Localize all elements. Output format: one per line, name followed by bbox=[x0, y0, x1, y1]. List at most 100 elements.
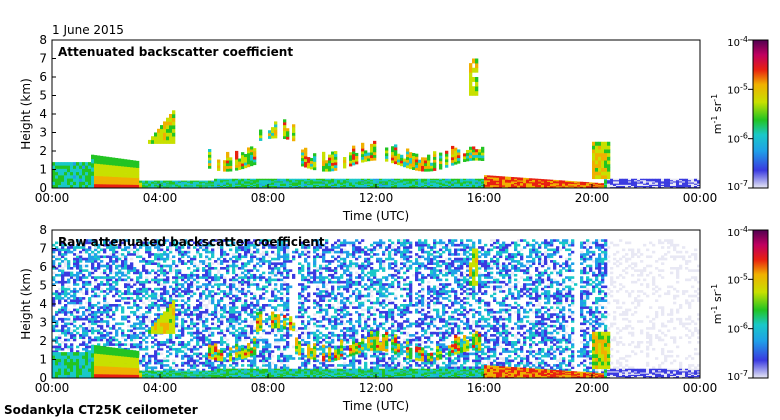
backscatter-cell bbox=[250, 178, 254, 181]
backscatter-cell bbox=[187, 331, 191, 335]
backscatter-cell bbox=[166, 315, 170, 320]
backscatter-cell bbox=[196, 182, 200, 184]
backscatter-cell bbox=[85, 283, 89, 286]
backscatter-cell bbox=[103, 241, 107, 245]
backscatter-cell bbox=[148, 287, 152, 291]
backscatter-cell bbox=[121, 267, 125, 270]
backscatter-cell bbox=[499, 185, 503, 187]
backscatter-cell bbox=[214, 369, 218, 372]
backscatter-cell bbox=[118, 278, 122, 282]
backscatter-cell bbox=[82, 358, 86, 363]
backscatter-cell bbox=[202, 364, 206, 367]
backscatter-cell bbox=[526, 184, 530, 186]
backscatter-cell bbox=[118, 352, 122, 357]
backscatter-cell bbox=[64, 280, 68, 284]
backscatter-cell bbox=[526, 185, 530, 188]
backscatter-cell bbox=[256, 179, 260, 182]
backscatter-cell bbox=[97, 294, 101, 298]
backscatter-cell bbox=[694, 185, 698, 188]
backscatter-cell bbox=[202, 273, 206, 277]
backscatter-cell bbox=[154, 181, 158, 183]
backscatter-cell bbox=[619, 181, 623, 183]
backscatter-cell bbox=[367, 184, 371, 186]
backscatter-cell bbox=[484, 181, 488, 184]
backscatter-cell bbox=[385, 155, 389, 159]
backscatter-cell bbox=[160, 294, 164, 298]
backscatter-cell bbox=[616, 184, 620, 186]
backscatter-cell bbox=[373, 179, 377, 182]
backscatter-cell bbox=[70, 329, 74, 333]
backscatter-cell bbox=[154, 136, 158, 141]
backscatter-cell bbox=[226, 359, 230, 363]
backscatter-cell bbox=[292, 138, 296, 142]
backscatter-cell bbox=[415, 167, 419, 171]
backscatter-cell bbox=[52, 361, 56, 366]
backscatter-cell bbox=[403, 179, 407, 182]
backscatter-cell bbox=[166, 292, 170, 296]
backscatter-cell bbox=[502, 177, 506, 180]
backscatter-cell bbox=[421, 160, 425, 164]
backscatter-cell bbox=[88, 271, 92, 275]
backscatter-cell bbox=[220, 343, 224, 346]
backscatter-cell bbox=[478, 154, 482, 158]
backscatter-cell bbox=[178, 347, 182, 351]
backscatter-cell bbox=[55, 341, 59, 344]
backscatter-cell bbox=[64, 371, 68, 376]
backscatter-cell bbox=[61, 280, 65, 284]
backscatter-cell bbox=[208, 344, 212, 348]
backscatter-cell bbox=[436, 179, 440, 182]
backscatter-cell bbox=[487, 176, 491, 179]
backscatter-cell bbox=[82, 371, 86, 376]
backscatter-cell bbox=[292, 135, 296, 139]
backscatter-cell bbox=[64, 178, 68, 182]
backscatter-cell bbox=[379, 184, 383, 186]
backscatter-cell bbox=[211, 364, 215, 367]
backscatter-cell bbox=[259, 178, 263, 181]
backscatter-cell bbox=[454, 182, 458, 184]
backscatter-cell bbox=[202, 262, 206, 265]
backscatter-cell bbox=[193, 345, 197, 349]
backscatter-cell bbox=[424, 181, 428, 183]
backscatter-cell bbox=[280, 185, 284, 188]
backscatter-cell bbox=[607, 163, 611, 168]
backscatter-cell bbox=[64, 239, 68, 242]
backscatter-cell bbox=[226, 182, 230, 184]
backscatter-cell bbox=[208, 331, 212, 335]
backscatter-cell bbox=[232, 350, 236, 353]
backscatter-cell bbox=[103, 304, 107, 307]
backscatter-cell bbox=[109, 161, 113, 166]
backscatter-cell bbox=[298, 179, 302, 182]
backscatter-cell bbox=[67, 368, 71, 372]
backscatter-cell bbox=[349, 183, 353, 185]
backscatter-cell bbox=[166, 290, 170, 293]
backscatter-cell bbox=[241, 262, 245, 265]
backscatter-cell bbox=[142, 313, 146, 316]
backscatter-cell bbox=[103, 315, 107, 319]
backscatter-cell bbox=[166, 276, 170, 279]
backscatter-cell bbox=[469, 72, 473, 78]
backscatter-cell bbox=[58, 162, 62, 166]
backscatter-cell bbox=[220, 352, 224, 356]
backscatter-cell bbox=[211, 181, 215, 183]
backscatter-cell bbox=[55, 168, 59, 173]
backscatter-cell bbox=[274, 185, 278, 188]
backscatter-cell bbox=[70, 361, 74, 366]
backscatter-cell bbox=[226, 352, 230, 356]
backscatter-cell bbox=[364, 185, 368, 188]
backscatter-cell bbox=[208, 294, 212, 298]
backscatter-cell bbox=[208, 151, 212, 155]
backscatter-cell bbox=[157, 373, 161, 375]
backscatter-cell bbox=[622, 181, 626, 183]
backscatter-cell bbox=[97, 255, 101, 259]
backscatter-cell bbox=[160, 364, 164, 367]
backscatter-cell bbox=[157, 182, 161, 184]
backscatter-cell bbox=[139, 347, 143, 351]
backscatter-cell bbox=[274, 181, 278, 183]
backscatter-cell bbox=[295, 182, 299, 184]
backscatter-cell bbox=[241, 163, 245, 167]
backscatter-cell bbox=[97, 338, 101, 342]
backscatter-cell bbox=[313, 158, 317, 162]
backscatter-cell bbox=[97, 369, 101, 375]
backscatter-cell bbox=[82, 243, 86, 247]
backscatter-cell bbox=[172, 368, 176, 372]
